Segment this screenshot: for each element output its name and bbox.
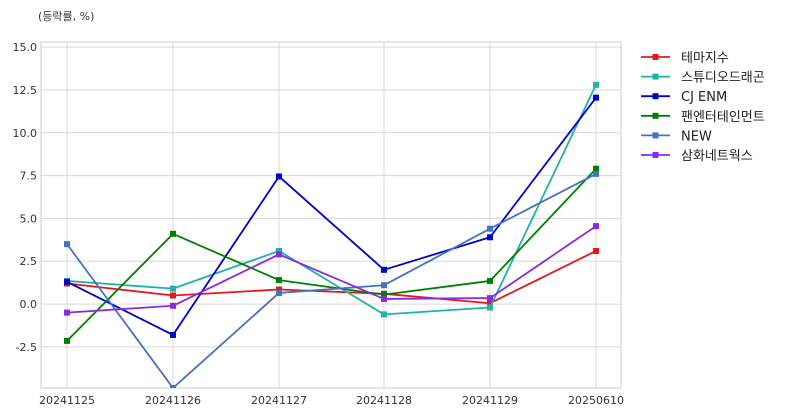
- data-point: [170, 331, 176, 338]
- y-tick-label: -2.5: [16, 341, 37, 354]
- data-point: [64, 278, 70, 285]
- x-tick-label: 20241125: [39, 394, 95, 407]
- legend-label: 삼화네트웍스: [681, 149, 753, 164]
- series-4: [64, 170, 599, 388]
- y-tick-label: 5.0: [20, 212, 38, 225]
- legend-marker: [652, 54, 659, 60]
- data-point: [487, 225, 493, 232]
- legend-item: 테마지수: [641, 51, 729, 66]
- data-point: [487, 295, 493, 302]
- y-tick-label: 2.5: [20, 255, 38, 268]
- data-point: [64, 241, 70, 248]
- data-point: [381, 266, 387, 273]
- data-point: [487, 304, 493, 311]
- x-tick-label: 20250610: [568, 394, 624, 407]
- data-point: [593, 165, 599, 172]
- y-tick-label: 7.5: [20, 170, 38, 183]
- legend-item: NEW: [641, 129, 712, 144]
- data-point: [170, 292, 176, 299]
- series-line: [66, 173, 597, 388]
- y-tick-label: 12.5: [13, 84, 38, 97]
- data-point: [170, 285, 176, 292]
- data-point: [487, 277, 493, 284]
- data-point: [276, 247, 282, 254]
- legend-label: 테마지수: [681, 51, 729, 66]
- data-point: [487, 300, 493, 307]
- series-line: [66, 168, 597, 342]
- series-5: [64, 223, 599, 316]
- data-point: [381, 282, 387, 289]
- legend-marker: [652, 112, 659, 119]
- legend-marker: [652, 152, 659, 158]
- y-axis-ticks: -2.5 0.0 2.5 5.0 7.5 10.0 12.5 15.0: [13, 41, 38, 354]
- unit-label: (등락률, %): [38, 10, 94, 23]
- series-line: [66, 97, 597, 336]
- y-tick-label: 15.0: [13, 41, 38, 54]
- y-tick-label: 10.0: [13, 127, 38, 140]
- legend-label: 스튜디오드래곤: [681, 71, 765, 86]
- data-point: [381, 295, 387, 302]
- x-tick-label: 20241128: [356, 394, 412, 407]
- data-point: [276, 289, 282, 296]
- legend-label: NEW: [681, 129, 712, 144]
- series-2: [64, 94, 599, 338]
- legend-marker: [652, 93, 659, 100]
- x-tick-label: 20241127: [251, 394, 307, 407]
- legend-item: 팬엔터테인먼트: [641, 110, 765, 125]
- data-point: [170, 230, 176, 237]
- data-point: [593, 81, 599, 88]
- data-point: [593, 223, 599, 230]
- legend-item: 삼화네트웍스: [641, 149, 753, 164]
- data-point: [276, 173, 282, 180]
- data-point: [593, 170, 599, 177]
- grid-lines: [41, 42, 621, 388]
- plot-frame: [40, 41, 622, 389]
- series-3: [64, 165, 599, 344]
- legend-label: 팬엔터테인먼트: [681, 110, 765, 125]
- x-tick-label: 20241126: [145, 394, 201, 407]
- data-point: [170, 385, 176, 388]
- data-point: [381, 311, 387, 318]
- x-axis-ticks: 20241125 20241126 20241127 20241128 20241129…: [39, 394, 624, 407]
- data-point: [276, 277, 282, 284]
- data-point: [64, 309, 70, 316]
- data-point: [64, 337, 70, 344]
- legend-item: CJ ENM: [641, 90, 727, 105]
- y-tick-label: 0.0: [20, 298, 38, 311]
- series-line: [66, 225, 597, 314]
- data-point: [170, 302, 176, 309]
- data-point: [276, 286, 282, 293]
- x-tick-label: 20241129: [462, 394, 518, 407]
- legend-marker: [652, 73, 659, 80]
- data-point: [276, 251, 282, 258]
- series-layer: [64, 81, 599, 388]
- legend-label: CJ ENM: [681, 90, 727, 105]
- series-line: [66, 84, 597, 316]
- legend-item: 스튜디오드래곤: [641, 71, 765, 86]
- data-point: [487, 234, 493, 241]
- legend-marker: [652, 132, 659, 139]
- series-line: [66, 250, 597, 305]
- data-point: [593, 94, 599, 101]
- data-point: [381, 291, 387, 298]
- data-point: [593, 247, 599, 254]
